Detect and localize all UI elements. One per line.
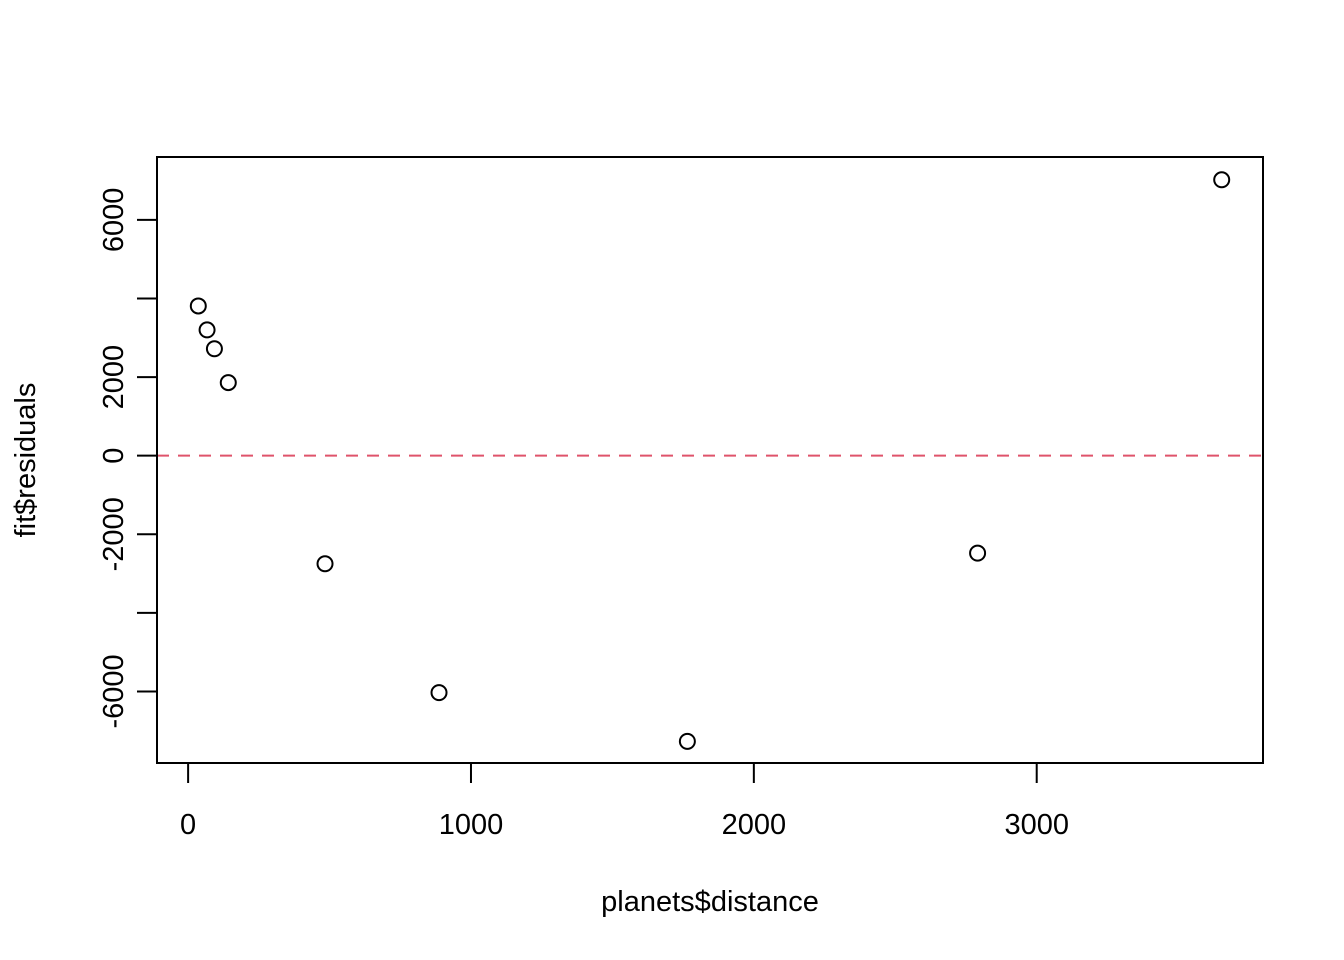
x-tick-label: 3000 — [1004, 809, 1069, 841]
plot-frame — [156, 156, 1264, 764]
data-point — [219, 374, 237, 392]
data-point — [205, 340, 223, 358]
x-tick-label: 2000 — [722, 809, 787, 841]
y-tick-label: 6000 — [98, 188, 130, 253]
y-tick-label: -6000 — [98, 654, 130, 728]
data-points — [189, 171, 1231, 750]
data-point — [189, 297, 207, 315]
x-tick-label: 0 — [180, 809, 196, 841]
data-point — [678, 732, 696, 750]
data-point — [316, 555, 334, 573]
y-tick-label: 0 — [98, 448, 130, 464]
data-point — [1213, 171, 1231, 189]
data-point — [430, 684, 448, 702]
y-tick-label: 2000 — [98, 345, 130, 410]
y-axis-label: fit$residuals — [10, 383, 42, 538]
x-axis-label: planets$distance — [601, 886, 819, 918]
data-point — [198, 321, 216, 339]
y-axis: -6000 -2000 0 2000 6000 — [98, 188, 158, 729]
data-point — [969, 544, 987, 562]
x-axis: 0 1000 2000 3000 — [180, 762, 1069, 841]
x-tick-label: 1000 — [439, 809, 504, 841]
y-tick-label: -2000 — [98, 497, 130, 571]
